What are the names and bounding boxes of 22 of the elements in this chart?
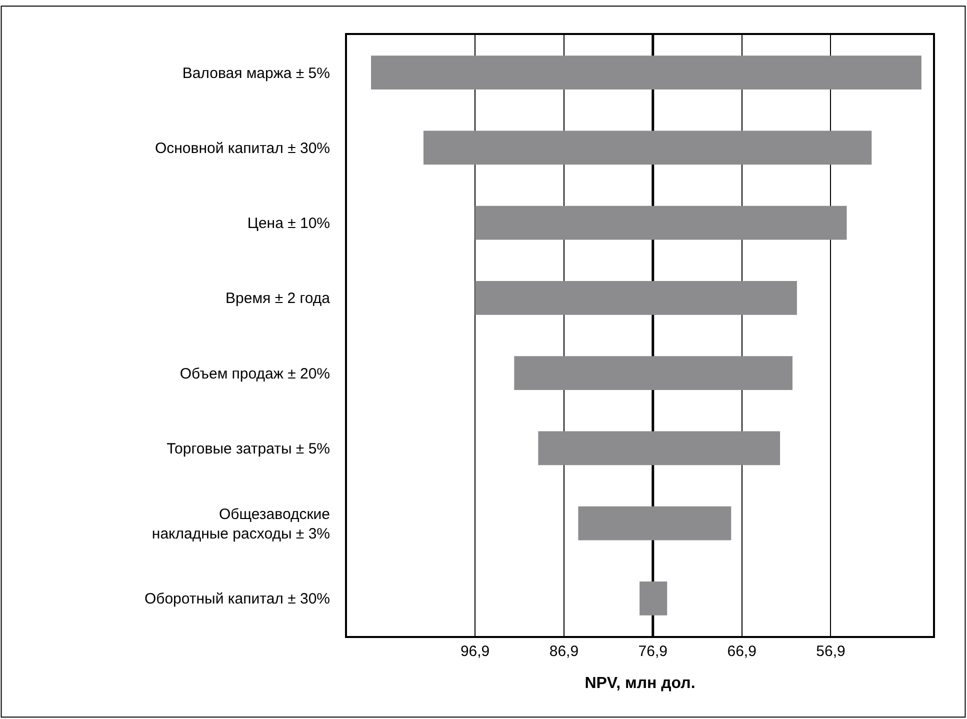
x-tick-label: 86,9 bbox=[549, 643, 579, 660]
y-tick-label: Торговые затраты ± 5% bbox=[166, 440, 330, 458]
bar bbox=[475, 206, 847, 240]
bar bbox=[514, 356, 792, 390]
bar bbox=[475, 281, 797, 315]
y-tick-label: Оборотный капитал ± 30% bbox=[144, 590, 330, 608]
y-tick-label: Общезаводские накладные расходы ± 3% bbox=[152, 506, 330, 542]
bar bbox=[640, 582, 668, 616]
x-tick-label: 56,9 bbox=[816, 643, 846, 660]
x-tick-label: 96,9 bbox=[460, 643, 490, 660]
bar bbox=[423, 130, 872, 165]
x-axis-title: NPV, млн дол. bbox=[584, 675, 696, 692]
y-tick-label: Время ± 2 года bbox=[226, 290, 331, 308]
y-tick-label: Цена ± 10% bbox=[247, 215, 330, 232]
x-tick-label: 76,9 bbox=[638, 643, 668, 660]
y-tick-label: Основной капитал ± 30% bbox=[154, 140, 330, 157]
bar bbox=[538, 431, 780, 466]
bar bbox=[371, 56, 922, 90]
bar bbox=[578, 506, 732, 540]
x-tick-label: 66,9 bbox=[727, 643, 756, 660]
y-tick-label: Объем продаж ± 20% bbox=[180, 365, 330, 382]
y-tick-label: Валовая маржа ± 5% bbox=[182, 64, 330, 82]
